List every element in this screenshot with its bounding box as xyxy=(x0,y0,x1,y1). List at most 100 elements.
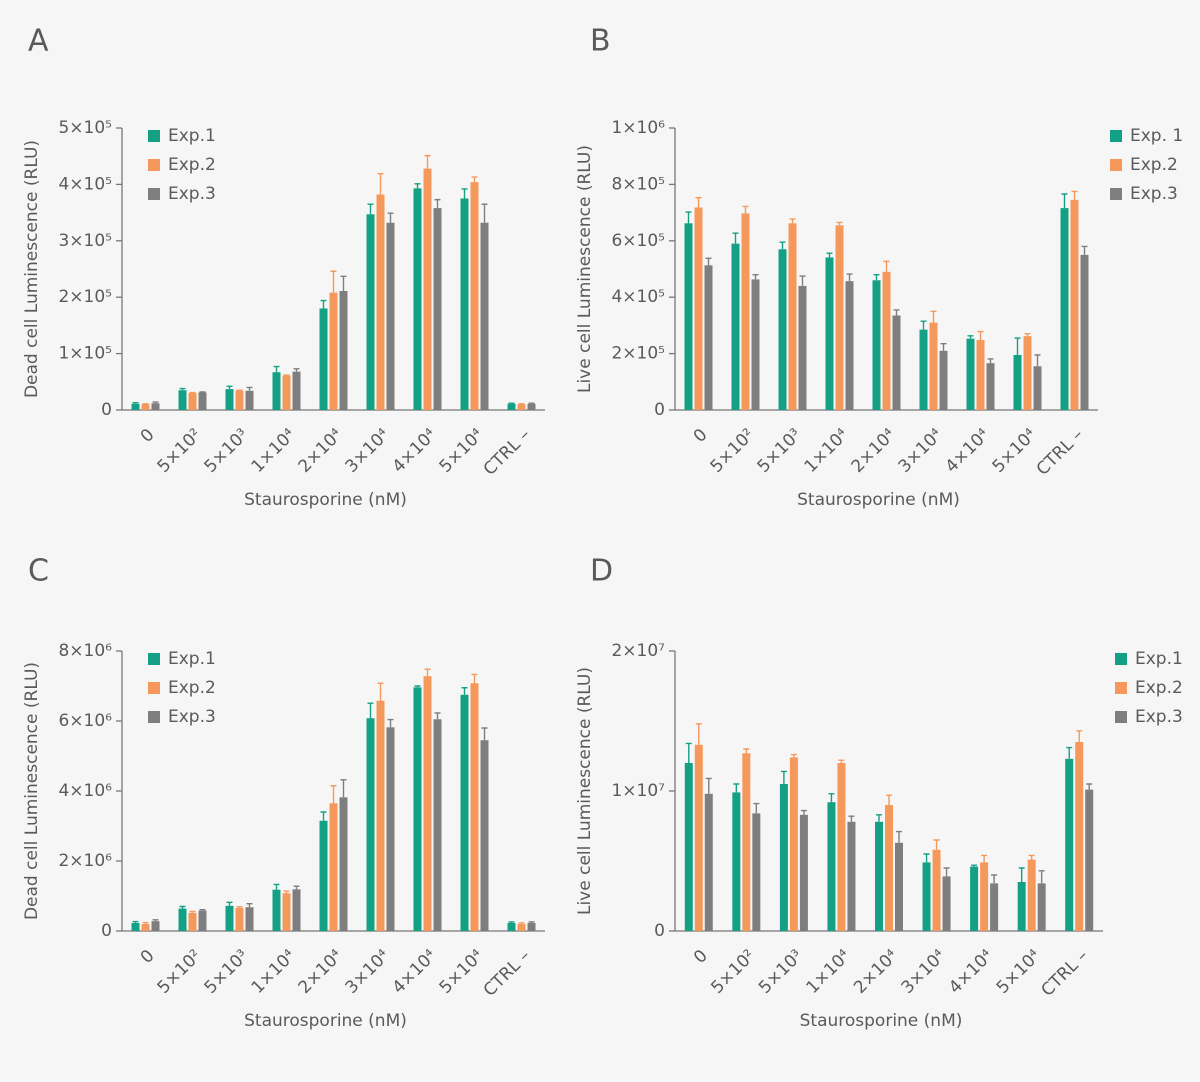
y-tick-label: 4×10⁵ xyxy=(611,287,665,307)
x-tick-label: 5×10³ xyxy=(755,946,807,998)
error-bar xyxy=(752,273,759,280)
bar xyxy=(235,390,244,410)
error-bar xyxy=(199,908,206,911)
bar xyxy=(225,905,234,931)
bar xyxy=(742,753,751,931)
bar xyxy=(847,821,856,931)
error-bar xyxy=(377,682,384,701)
bar xyxy=(1037,883,1046,931)
x-tick-label: 3×10⁴ xyxy=(342,946,394,998)
error-bar xyxy=(1018,867,1025,882)
error-bar xyxy=(273,883,280,890)
error-bar xyxy=(293,885,300,890)
error-bar xyxy=(1014,337,1021,356)
bar xyxy=(1080,254,1089,410)
legend-label: Exp.1 xyxy=(168,649,216,669)
bar xyxy=(1033,366,1042,410)
panel-label: A xyxy=(28,24,49,59)
error-bar xyxy=(705,777,712,794)
error-bar xyxy=(920,320,927,330)
y-tick-label: 2×10⁵ xyxy=(611,344,665,364)
error-bar xyxy=(424,154,431,169)
error-bar xyxy=(705,257,712,266)
error-bar xyxy=(1071,190,1078,200)
x-tick-label: CTRL – xyxy=(1033,425,1088,480)
x-tick-label: 5×10⁴ xyxy=(993,946,1045,998)
panel-label: D xyxy=(590,554,613,589)
error-bar xyxy=(152,401,159,404)
y-axis-label: Dead cell Luminescence (RLU) xyxy=(22,140,42,398)
bar xyxy=(272,372,281,410)
legend-label: Exp.2 xyxy=(1130,155,1178,175)
error-bar xyxy=(434,198,441,209)
bar xyxy=(527,922,536,931)
x-tick-label: 0 xyxy=(137,946,159,968)
bar xyxy=(835,225,844,410)
x-tick-label: 3×10⁴ xyxy=(342,425,394,477)
error-bar xyxy=(132,401,139,404)
error-bar xyxy=(873,273,880,281)
legend-swatch xyxy=(1115,711,1127,723)
x-tick-label: 0 xyxy=(137,425,159,447)
y-tick-label: 4×10⁶ xyxy=(58,781,112,801)
error-bar xyxy=(152,919,159,922)
bar xyxy=(188,393,197,410)
y-tick-label: 0 xyxy=(654,921,665,941)
bar xyxy=(198,392,207,410)
error-bar xyxy=(293,368,300,372)
legend-swatch xyxy=(148,682,160,694)
y-tick-label: 8×10⁵ xyxy=(611,174,665,194)
bar xyxy=(872,280,881,410)
bar xyxy=(882,271,891,410)
legend-label: Exp.3 xyxy=(168,184,216,204)
x-tick-label: 5×10⁴ xyxy=(436,425,488,477)
x-axis-label: Staurosporine (nM) xyxy=(800,1011,963,1031)
bar xyxy=(976,340,985,410)
bar xyxy=(1013,355,1022,410)
bar xyxy=(1027,859,1036,931)
legend-swatch xyxy=(148,653,160,665)
bar xyxy=(433,719,442,931)
x-tick-label: 2×10⁴ xyxy=(295,425,347,477)
bar xyxy=(480,222,489,410)
error-bar xyxy=(1034,354,1041,367)
bar xyxy=(131,403,140,410)
bar xyxy=(741,213,750,410)
error-bar xyxy=(273,365,280,373)
bar xyxy=(929,322,938,410)
x-tick-label: 4×10⁴ xyxy=(389,425,441,477)
error-bar xyxy=(883,260,890,272)
bar xyxy=(939,350,948,410)
bar xyxy=(460,198,469,410)
error-bar xyxy=(367,702,374,719)
error-bar xyxy=(387,212,394,223)
error-bar xyxy=(481,203,488,223)
bar xyxy=(919,329,928,410)
bar xyxy=(292,371,301,410)
x-tick-label: 3×10⁴ xyxy=(895,425,947,477)
error-bar xyxy=(967,335,974,339)
legend-label: Exp.3 xyxy=(1130,184,1178,204)
bar xyxy=(188,912,197,931)
panel-label: C xyxy=(28,554,49,589)
error-bar xyxy=(518,922,525,924)
error-bar xyxy=(387,718,394,728)
x-axis-label: Staurosporine (nM) xyxy=(244,490,407,510)
error-bar xyxy=(753,802,760,814)
x-tick-label: 5×10⁴ xyxy=(436,946,488,998)
bar xyxy=(319,308,328,410)
error-bar xyxy=(800,809,807,815)
bar xyxy=(433,208,442,410)
bar xyxy=(245,907,254,931)
bar xyxy=(480,740,489,931)
bar xyxy=(245,390,254,410)
x-tick-label: 2×10⁴ xyxy=(850,946,902,998)
bar xyxy=(413,188,422,410)
error-bar xyxy=(742,205,749,214)
error-bar xyxy=(330,270,337,293)
legend-swatch xyxy=(1115,682,1127,694)
bar xyxy=(1060,208,1069,410)
y-tick-label: 6×10⁵ xyxy=(611,231,665,251)
x-tick-label: 5×10³ xyxy=(201,425,253,477)
